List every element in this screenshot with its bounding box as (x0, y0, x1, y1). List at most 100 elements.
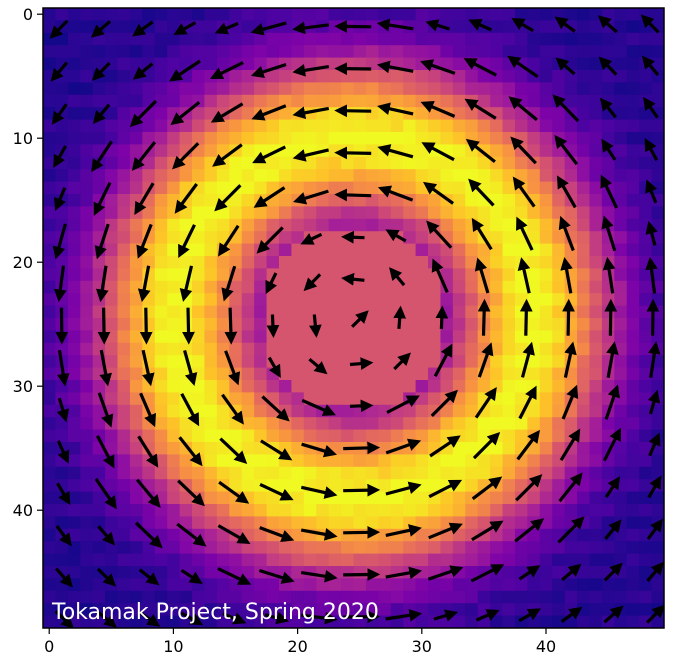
heatmap-cell (527, 541, 541, 555)
heatmap-cell (365, 280, 379, 294)
heatmap-cell (502, 566, 516, 579)
heatmap-cell (415, 119, 429, 133)
heatmap-cell (154, 355, 168, 369)
quiver-arrow (53, 145, 67, 169)
quiver-arrow (221, 265, 237, 302)
heatmap-cell (303, 578, 317, 592)
quiver-arrow (54, 187, 67, 212)
heatmap-cell (651, 206, 664, 220)
heatmap-cell (328, 342, 342, 356)
heatmap-cell (502, 293, 516, 307)
heatmap-cell (626, 206, 640, 220)
heatmap-cell (278, 169, 292, 183)
heatmap-cell (614, 8, 628, 21)
heatmap-cell (589, 318, 603, 331)
heatmap-cell (539, 566, 553, 579)
heatmap-cell (254, 94, 268, 108)
heatmap-cell (341, 94, 355, 108)
heatmap-cell (465, 578, 479, 592)
heatmap-cell (626, 342, 640, 356)
quiver-arrow (343, 441, 381, 455)
heatmap-cell (614, 218, 628, 232)
y-tick-label: 40 (13, 501, 33, 520)
heatmap-cell (589, 342, 603, 356)
heatmap-cell (192, 429, 206, 443)
heatmap-cell (539, 491, 553, 505)
heatmap-cell (216, 615, 230, 628)
heatmap-cell (490, 442, 504, 455)
heatmap-cell (390, 429, 404, 443)
heatmap-cell (303, 181, 317, 195)
heatmap-cell (154, 504, 168, 517)
heatmap-cell (626, 20, 640, 34)
heatmap-cell (254, 603, 268, 617)
heatmap-cell (577, 541, 591, 555)
heatmap-cell (291, 293, 305, 307)
heatmap-cell (564, 8, 578, 21)
heatmap-cell (614, 479, 628, 493)
heatmap-cell (154, 318, 168, 331)
heatmap-cell (117, 603, 131, 617)
heatmap-cell (192, 268, 206, 282)
heatmap-cell (67, 8, 81, 21)
heatmap-cell (67, 479, 81, 493)
heatmap-cell (477, 553, 491, 567)
heatmap-cell (316, 504, 330, 517)
heatmap-cell (514, 8, 528, 21)
quiver-arrow (292, 21, 330, 35)
heatmap-cell (241, 256, 255, 269)
heatmap-cell (577, 566, 591, 579)
heatmap-cell (117, 541, 131, 555)
heatmap-cell (614, 553, 628, 567)
heatmap-cell (67, 169, 81, 183)
heatmap-cell (254, 442, 268, 455)
heatmap-cell (303, 553, 317, 567)
heatmap-cell (403, 355, 417, 369)
heatmap-cell (67, 144, 81, 158)
heatmap-cell (452, 194, 466, 207)
heatmap-cell (67, 20, 81, 34)
heatmap-cell (341, 615, 355, 628)
heatmap-cell (254, 82, 268, 96)
quiver-arrow (54, 610, 74, 628)
heatmap-cell (291, 268, 305, 282)
heatmap-cell (601, 466, 615, 480)
heatmap-cell (192, 504, 206, 517)
heatmap-cell (365, 318, 379, 331)
quiver-arrow (561, 384, 579, 420)
heatmap-cell (589, 528, 603, 542)
heatmap-cell (229, 293, 243, 307)
quiver-arrow (182, 307, 195, 345)
heatmap-cell (179, 578, 193, 592)
quiver-arrow (420, 59, 456, 75)
heatmap-cell (43, 578, 57, 592)
heatmap-cell (465, 32, 479, 46)
heatmap-cell (601, 491, 615, 505)
heatmap-cell (341, 119, 355, 133)
quiver-arrow (95, 435, 115, 469)
heatmap-cell (167, 181, 181, 195)
heatmap-cell (55, 590, 69, 604)
heatmap-cell (316, 169, 330, 183)
heatmap-cell (465, 417, 479, 431)
heatmap-cell (67, 566, 81, 579)
heatmap-cell (502, 20, 516, 34)
heatmap-cell (490, 541, 504, 555)
quiver-arrow (180, 568, 203, 584)
heatmap-cell (303, 504, 317, 517)
heatmap-cell (55, 206, 69, 220)
heatmap-cell (365, 231, 379, 245)
quiver-arrow (604, 476, 621, 498)
heatmap-cell (527, 528, 541, 542)
heatmap-cell (105, 305, 119, 319)
heatmap-cell (415, 516, 429, 530)
heatmap-cell (328, 442, 342, 455)
heatmap-cell (105, 392, 119, 406)
heatmap-cell (390, 380, 404, 393)
heatmap-cell (278, 107, 292, 121)
heatmap-cell (254, 404, 268, 418)
heatmap-cell (266, 218, 280, 232)
heatmap-cell (477, 454, 491, 468)
heatmap-cell (291, 305, 305, 319)
heatmap-cell (390, 603, 404, 617)
